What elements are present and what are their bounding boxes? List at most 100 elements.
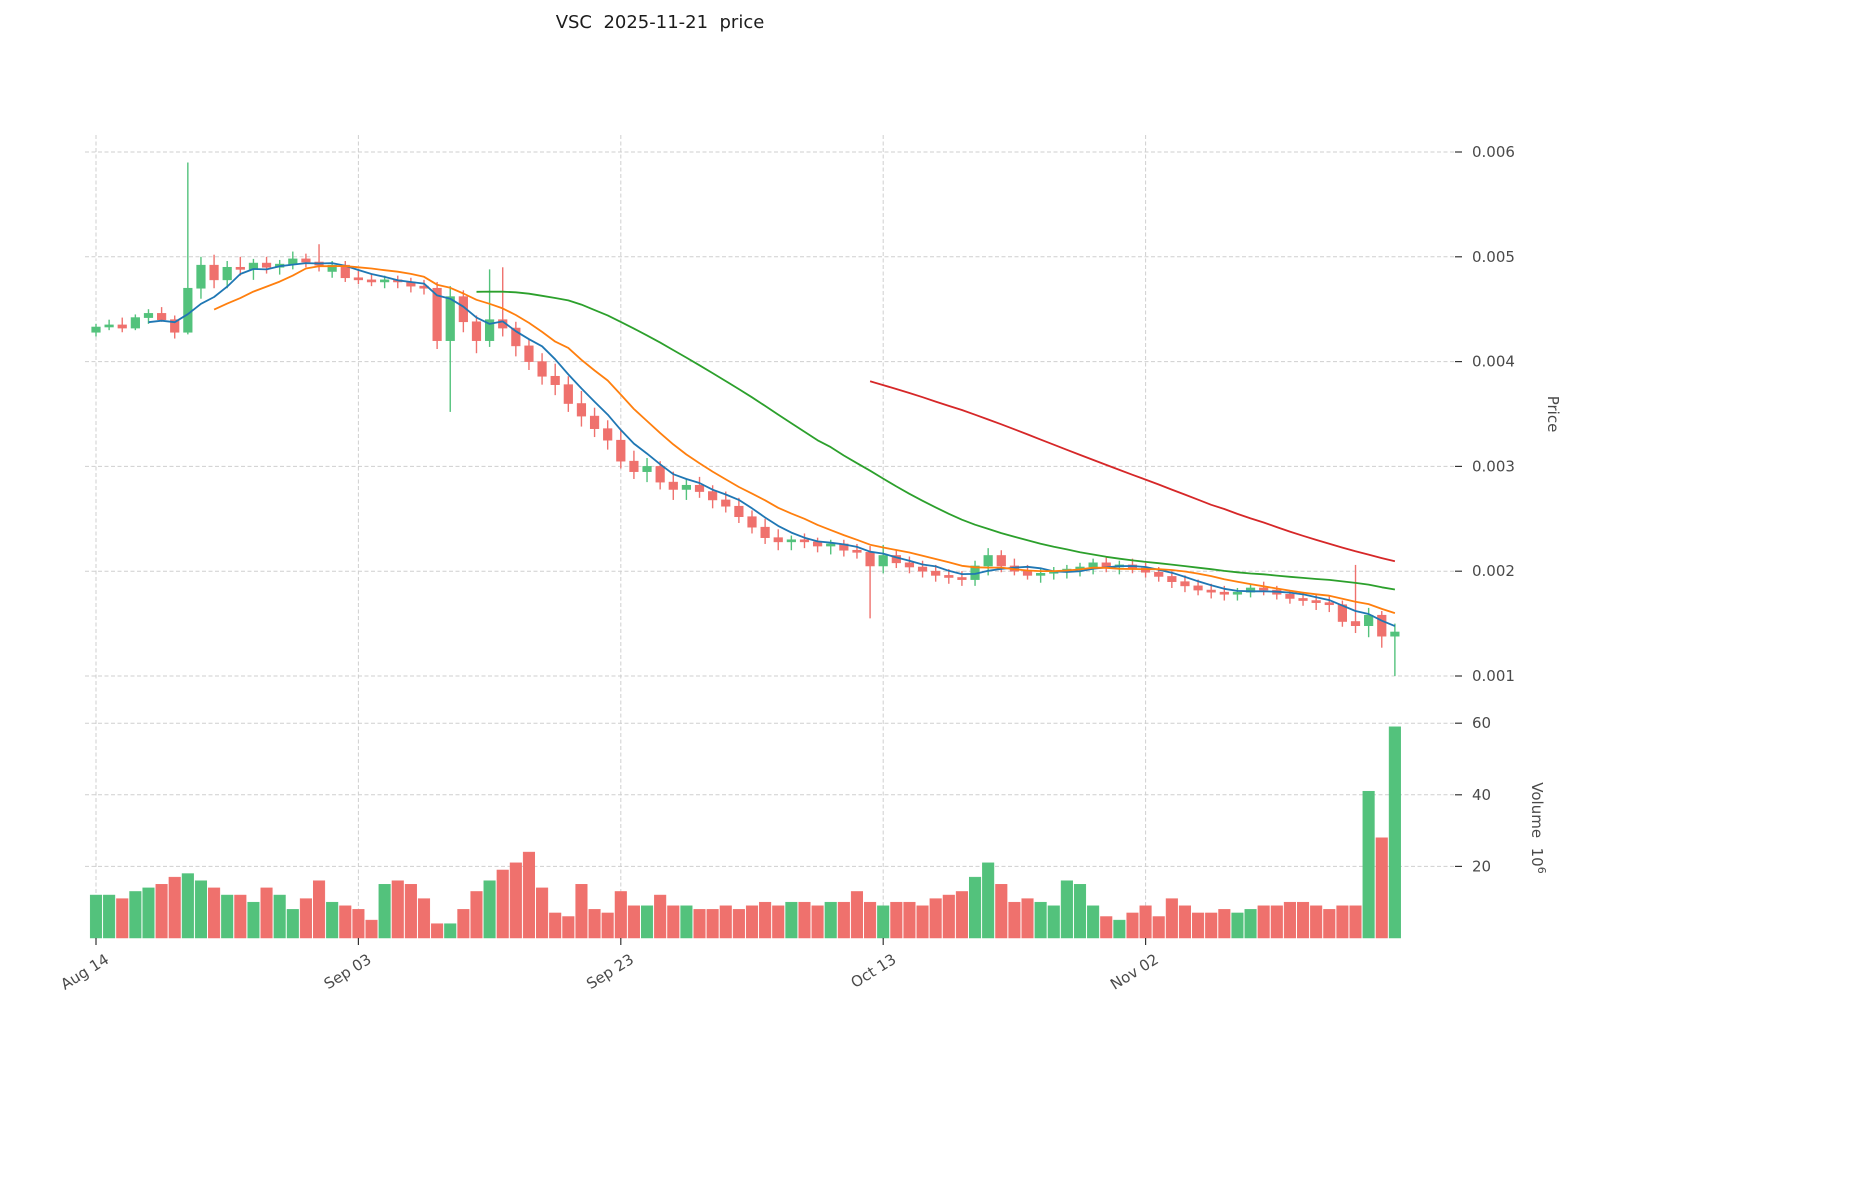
- volume-bar: [772, 905, 785, 939]
- x-tick-label: Sep 03: [321, 950, 375, 993]
- volume-bar: [680, 905, 693, 939]
- candle-body: [117, 324, 127, 329]
- candle-body: [511, 327, 521, 347]
- candle-body: [1036, 572, 1046, 576]
- candle-body: [183, 287, 193, 333]
- candle-body: [734, 505, 744, 518]
- volume-bar: [299, 898, 312, 939]
- volume-bar: [982, 862, 995, 939]
- candle-body: [957, 577, 967, 580]
- volume-bar: [1060, 880, 1073, 939]
- candle-body: [1259, 587, 1269, 591]
- ma-line-60: [869, 380, 1396, 563]
- candle-body: [996, 555, 1006, 567]
- volume-bars: [89, 726, 1401, 939]
- candle-body: [931, 570, 941, 576]
- candle-body: [865, 552, 875, 567]
- candle-body: [1180, 581, 1190, 587]
- volume-bar: [352, 909, 365, 939]
- volume-bar: [1296, 901, 1310, 939]
- candle-body: [157, 313, 167, 320]
- volume-bar: [378, 884, 391, 939]
- candle-body: [694, 484, 705, 492]
- candle-body: [1088, 562, 1098, 568]
- candle-body: [1285, 593, 1295, 599]
- candle-body: [104, 324, 114, 328]
- volume-bar: [1349, 905, 1362, 939]
- candle-body: [196, 264, 206, 289]
- candle-body: [537, 361, 547, 377]
- price-tick-label: 0.006: [1472, 143, 1515, 161]
- x-tick-label: Oct 13: [848, 950, 900, 992]
- volume-bar: [312, 880, 326, 939]
- candlesticks: [91, 162, 1400, 676]
- candle-body: [786, 539, 796, 543]
- volume-bar: [168, 876, 181, 939]
- volume-bar: [1008, 901, 1021, 939]
- candle-body: [1219, 591, 1229, 595]
- volume-bar: [968, 876, 982, 939]
- candle-body: [563, 384, 573, 404]
- volume-bar: [614, 891, 627, 939]
- volume-bar: [785, 901, 798, 939]
- candle-body: [209, 264, 219, 281]
- volume-bar: [1310, 905, 1323, 939]
- volume-bar: [1244, 909, 1257, 939]
- price-axis-title: Price: [1544, 396, 1562, 433]
- volume-bar: [811, 905, 824, 939]
- chart-title: VSC 2025-11-21 price: [556, 12, 765, 33]
- ma-line-5: [148, 262, 1396, 627]
- volume-bar: [588, 909, 601, 939]
- candle-body: [524, 345, 534, 362]
- candle-body: [380, 279, 390, 283]
- volume-bar: [693, 909, 706, 939]
- candle-body: [327, 264, 337, 272]
- candle-body: [366, 279, 377, 283]
- candle-body: [261, 262, 272, 268]
- x-tick-label: Aug 14: [58, 950, 113, 993]
- volume-bar: [1257, 905, 1270, 939]
- candle-body: [1167, 576, 1177, 582]
- candle-body: [353, 277, 364, 281]
- volume-bar: [339, 905, 352, 939]
- volume-bar: [273, 894, 286, 939]
- volume-bar: [745, 905, 759, 939]
- volume-bar: [562, 916, 575, 939]
- candle-body: [668, 481, 678, 490]
- candle-body: [1022, 570, 1033, 576]
- x-tick-label: Nov 02: [1107, 950, 1162, 993]
- candle-body: [878, 555, 888, 567]
- volume-bar: [640, 905, 654, 939]
- candle-body: [1206, 589, 1216, 593]
- ma-line-30: [476, 290, 1396, 591]
- volume-bar: [194, 880, 208, 939]
- volume-bar: [1047, 905, 1060, 939]
- volume-bar: [417, 898, 431, 939]
- candle-body: [432, 287, 442, 341]
- candle-body: [235, 266, 245, 270]
- volume-bar: [457, 909, 470, 939]
- candle-body: [917, 566, 928, 572]
- ma-line-10: [213, 265, 1396, 614]
- volume-bar: [837, 901, 850, 939]
- candle-body: [852, 549, 862, 553]
- candle-body: [1350, 621, 1361, 626]
- candle-body: [603, 428, 613, 441]
- volume-bar: [444, 923, 457, 939]
- price-tick-label: 0.002: [1472, 562, 1515, 580]
- candle-body: [773, 537, 783, 543]
- volume-bar: [116, 898, 129, 939]
- candle-body: [550, 375, 560, 385]
- volume-bar: [483, 880, 496, 939]
- candle-body: [760, 526, 770, 538]
- candle-body: [1324, 602, 1334, 606]
- volume-bar: [627, 905, 640, 939]
- candle-body: [826, 543, 836, 547]
- candle-body: [642, 466, 652, 472]
- volume-bar: [1218, 909, 1231, 939]
- candle-body: [170, 319, 180, 333]
- volume-tick-label: 60: [1472, 714, 1491, 732]
- volume-bar: [260, 887, 273, 939]
